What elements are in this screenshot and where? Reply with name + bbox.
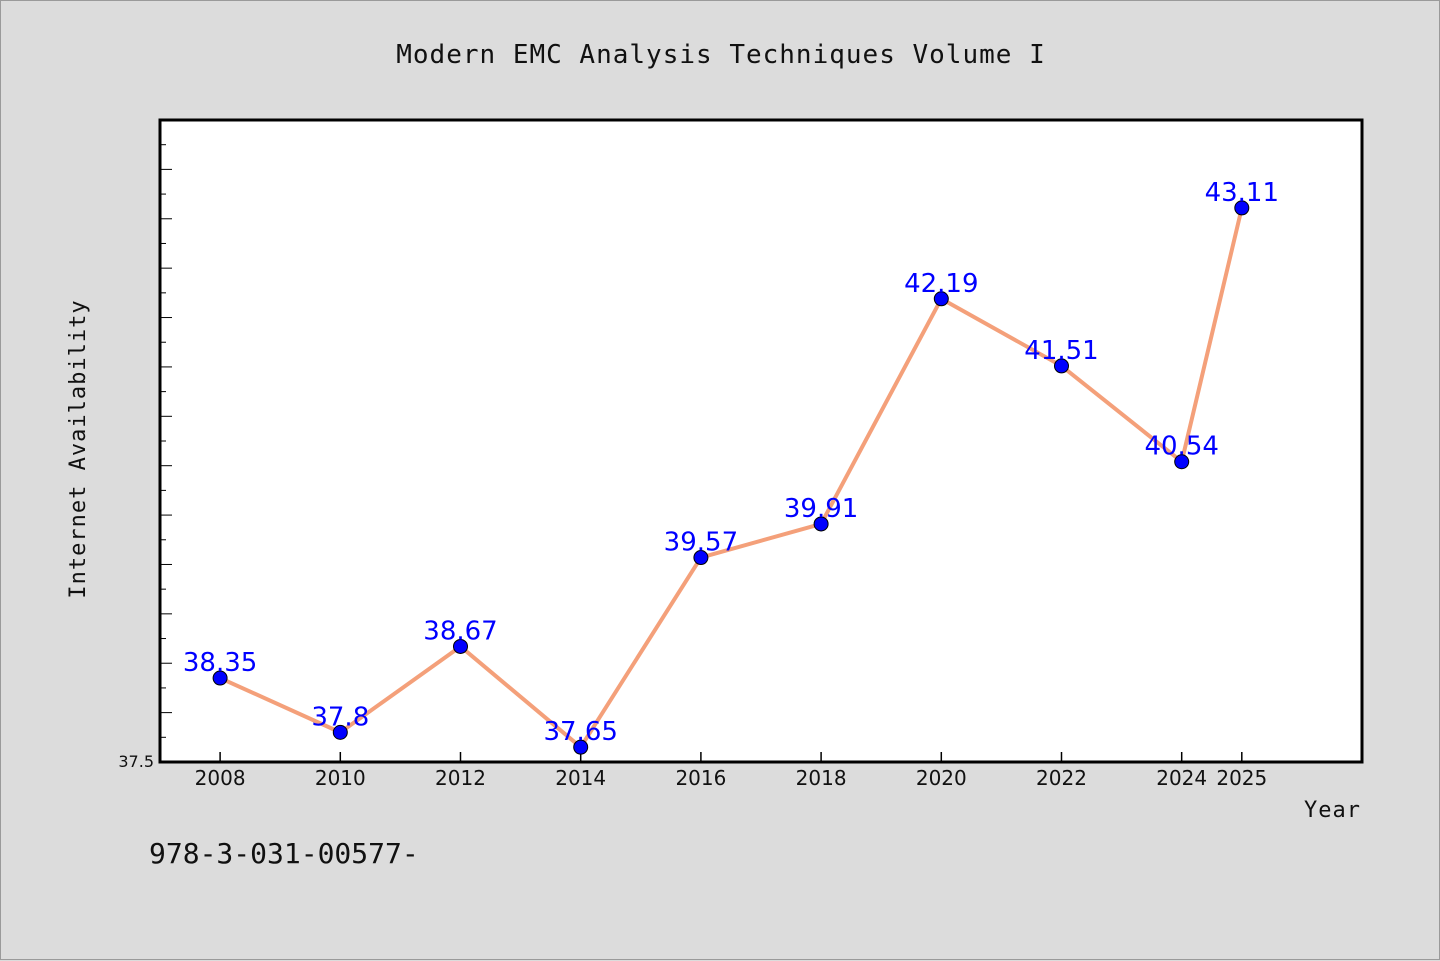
data-label: 37.8	[311, 702, 369, 732]
data-label: 42.19	[904, 269, 978, 299]
x-tick-labels: 2008 2010 2012 2014 2016 2018 2020 2022 2024 2025	[195, 766, 1268, 790]
data-label: 37.65	[543, 717, 617, 747]
data-point	[693, 550, 709, 566]
x-tick-label: 2014	[555, 766, 606, 790]
data-point	[212, 670, 228, 686]
x-tick-label: 2024	[1156, 766, 1207, 790]
x-tick-label: 2018	[796, 766, 847, 790]
x-tick-label: 2022	[1036, 766, 1087, 790]
data-point	[1174, 454, 1190, 470]
y-axis-label: Internet Availability	[66, 299, 91, 598]
series-line	[219, 207, 1244, 750]
data-label: 40.54	[1144, 432, 1218, 462]
data-point	[813, 516, 829, 532]
data-point	[453, 638, 468, 654]
x-tick-label: 2008	[195, 766, 246, 790]
data-point	[332, 724, 348, 740]
data-label: 38.67	[423, 616, 497, 646]
x-tick-label: 2010	[315, 766, 366, 790]
y-tick-label: 37.5	[118, 752, 154, 771]
x-axis-label: Year	[1304, 798, 1361, 823]
x-tick-label: 2020	[916, 766, 967, 790]
data-label: 39.91	[784, 494, 858, 524]
isbn-text: 978-3-031-00577-	[149, 837, 419, 870]
data-label: 38.35	[183, 648, 257, 678]
x-tick-label: 2025	[1216, 766, 1267, 790]
chart-title: Modern EMC Analysis Techniques Volume I	[396, 40, 1045, 70]
data-point	[573, 739, 589, 755]
series-line-path	[219, 207, 1244, 750]
data-label: 39.57	[664, 528, 738, 558]
data-label: 43.11	[1205, 178, 1279, 208]
y-axis-ticks	[160, 119, 172, 763]
x-axis-ticks	[219, 752, 1243, 762]
data-labels: 38.35 37.8 38.67 37.65 39.57 39.91 42.19 41.51 4…	[183, 178, 1279, 747]
data-point	[933, 291, 949, 307]
data-point	[1234, 200, 1250, 216]
x-tick-label: 2016	[675, 766, 726, 790]
data-point	[1054, 358, 1069, 374]
data-label: 41.51	[1024, 336, 1098, 366]
data-markers	[212, 200, 1250, 755]
x-tick-label: 2012	[435, 766, 486, 790]
plot-area	[158, 118, 1364, 764]
